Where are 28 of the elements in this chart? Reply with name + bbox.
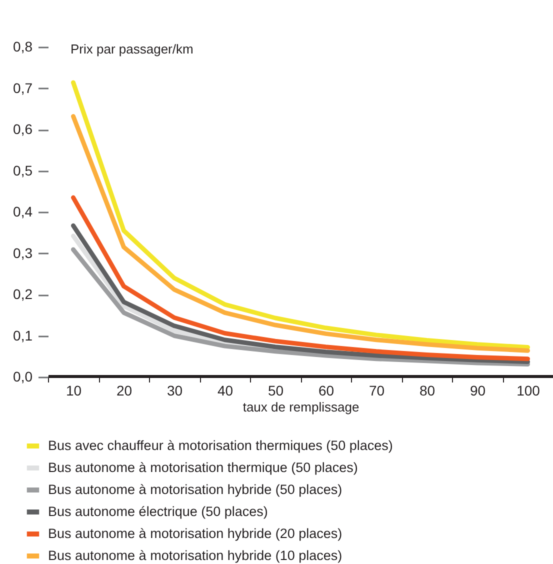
y-axis-title: Prix par passager/km <box>70 42 194 56</box>
legend-label: Bus autonome à motorisation hybride (20 places) <box>48 526 342 541</box>
y-tick-label: 0,7 <box>13 80 33 96</box>
y-tick-label: 0,3 <box>13 244 33 261</box>
x-tick-label: 90 <box>470 382 486 398</box>
x-tick-label: 70 <box>368 382 385 398</box>
y-tick-label: 0,1 <box>13 327 33 344</box>
legend-label: Bus autonome à motorisation thermique (50 places) <box>48 460 358 475</box>
line-series <box>71 195 530 362</box>
x-tick-label: 80 <box>419 382 436 398</box>
legend-label: Bus autonome électrique (50 places) <box>48 504 268 519</box>
legend-label: Bus avec chauffeur à motorisation thermiques (50 places) <box>48 438 393 453</box>
x-tick-label: 50 <box>268 382 284 398</box>
y-tick-label: 0,8 <box>13 38 33 54</box>
y-tick-label: 0,2 <box>13 286 33 302</box>
y-tick-label: 0,0 <box>13 368 33 384</box>
y-tick-label: 0,6 <box>13 121 33 137</box>
x-tick-label: 40 <box>217 382 234 398</box>
x-tick-label: 10 <box>66 382 82 398</box>
legend-label: Bus autonome à motorisation hybride (10 places) <box>48 548 342 563</box>
x-tick-label: 100 <box>516 382 540 398</box>
y-tick-label: 0,4 <box>13 204 33 220</box>
y-tick-label: 0,5 <box>13 162 33 178</box>
legend-label: Bus autonome à motorisation hybride (50 places) <box>48 482 342 497</box>
x-tick-label: 60 <box>318 382 334 398</box>
x-tick-label: 20 <box>116 382 132 398</box>
x-axis-title: taux de remplissage <box>242 400 360 414</box>
x-tick-label: 30 <box>166 382 183 398</box>
